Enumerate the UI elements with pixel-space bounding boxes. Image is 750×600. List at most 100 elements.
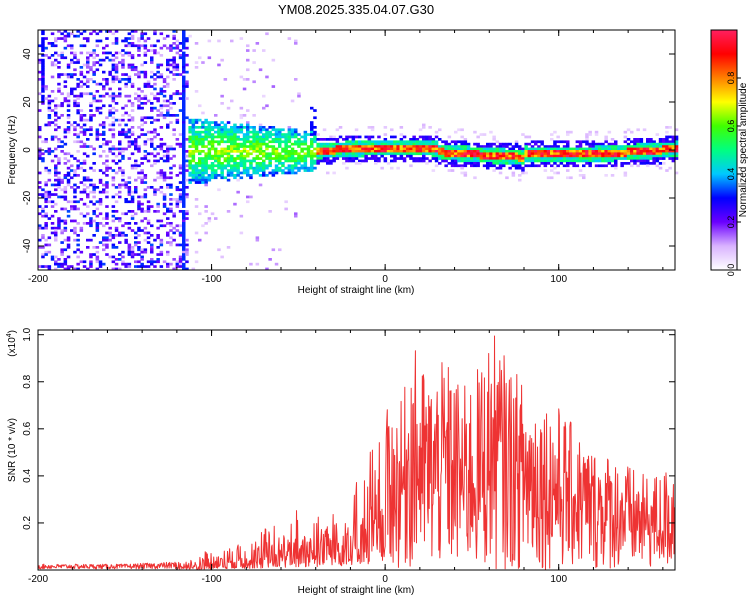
heatmap-cell [646, 150, 650, 153]
heatmap-cell [159, 106, 164, 110]
heatmap-cell [646, 164, 650, 168]
heatmap-cell [153, 118, 157, 122]
heatmap-cell [140, 102, 144, 105]
heatmap-cell [102, 87, 106, 91]
heatmap-cell [386, 150, 391, 153]
heatmap-cell [415, 159, 420, 163]
heatmap-cell [242, 133, 247, 136]
heatmap-cell [185, 267, 189, 271]
heatmap-cell [383, 140, 388, 144]
heatmap-cell [268, 157, 272, 160]
heatmap-cell [214, 130, 218, 134]
heatmap-cell [60, 231, 64, 235]
heatmap-cell [466, 150, 471, 153]
heatmap-cell [76, 200, 80, 204]
heatmap-cell [364, 154, 368, 158]
heatmap-cell [246, 166, 250, 170]
heatmap-cell [57, 265, 61, 268]
heatmap-cell [630, 130, 634, 134]
heatmap-cell [335, 147, 340, 151]
x-tick-label: -200 [28, 574, 48, 585]
heatmap-cell [108, 238, 112, 242]
heatmap-cell [402, 152, 407, 156]
heatmap-cell [44, 253, 48, 256]
heatmap-cell [92, 97, 96, 100]
heatmap-cell [559, 150, 564, 153]
heatmap-cell [594, 133, 599, 136]
heatmap-cell [268, 145, 272, 148]
heatmap-cell [111, 169, 116, 172]
heatmap-cell [428, 140, 432, 144]
heatmap-cell [194, 162, 199, 165]
heatmap-cell [207, 166, 212, 170]
heatmap-cell [111, 178, 116, 182]
heatmap-cell [524, 157, 528, 160]
heatmap-cell [246, 154, 250, 158]
heatmap-cell [306, 152, 311, 156]
heatmap-cell [102, 236, 106, 240]
heatmap-cell [489, 159, 493, 163]
heatmap-cell [562, 159, 567, 163]
heatmap-cell [652, 145, 656, 148]
heatmap-cell [313, 159, 317, 163]
heatmap-cell [287, 154, 292, 158]
heatmap-cell [182, 246, 186, 249]
heatmap-cell [255, 157, 260, 160]
heatmap-cell [159, 145, 164, 148]
heatmap-cell [262, 106, 266, 110]
heatmap-cell [47, 104, 52, 108]
heatmap-cell [89, 114, 93, 117]
heatmap-cell [111, 54, 116, 57]
heatmap-cell [172, 68, 176, 72]
heatmap-cell [111, 123, 116, 127]
heatmap-cell [89, 102, 93, 105]
heatmap-cell [127, 140, 132, 144]
heatmap-cell [178, 198, 183, 201]
heatmap-cell [658, 166, 663, 170]
heatmap-cell [57, 226, 61, 230]
heatmap-cell [626, 142, 631, 146]
heatmap-cell [274, 150, 279, 153]
heatmap-cell [482, 154, 487, 158]
heatmap-cell [396, 147, 400, 151]
heatmap-cell [140, 162, 144, 165]
heatmap-cell [322, 157, 327, 160]
heatmap-cell [63, 238, 68, 242]
heatmap-cell [223, 135, 228, 139]
heatmap-cell [546, 152, 551, 156]
heatmap-cell [156, 171, 160, 175]
heatmap-cell [434, 135, 439, 139]
heatmap-cell [306, 133, 311, 136]
heatmap-cell [262, 150, 266, 153]
heatmap-cell [303, 164, 308, 168]
heatmap-cell [146, 130, 151, 134]
heatmap-cell [662, 157, 666, 160]
heatmap-cell [38, 126, 42, 129]
heatmap-cell [674, 154, 679, 158]
heatmap-cell [146, 85, 151, 88]
heatmap-cell [604, 147, 608, 151]
heatmap-cell [153, 94, 157, 98]
heatmap-cell [70, 200, 74, 204]
heatmap-cell [313, 162, 317, 165]
heatmap-cell [207, 154, 212, 158]
heatmap-cell [460, 157, 464, 160]
heatmap-cell [287, 126, 292, 129]
heatmap-cell [169, 207, 173, 211]
heatmap-cell [562, 150, 567, 153]
heatmap-cell [294, 159, 298, 163]
heatmap-cell [121, 178, 125, 182]
heatmap-cell [262, 154, 266, 158]
heatmap-cell [150, 224, 154, 228]
heatmap-cell [223, 166, 228, 170]
heatmap-cell [207, 217, 212, 220]
heatmap-cell [610, 147, 615, 151]
heatmap-cell [534, 147, 538, 151]
heatmap-cell [210, 176, 215, 180]
heatmap-cell [44, 243, 48, 247]
heatmap-cell [201, 181, 205, 184]
heatmap-cell [588, 142, 592, 146]
heatmap-cell [134, 253, 138, 256]
heatmap-cell [598, 159, 602, 163]
heatmap-cell [185, 39, 189, 43]
